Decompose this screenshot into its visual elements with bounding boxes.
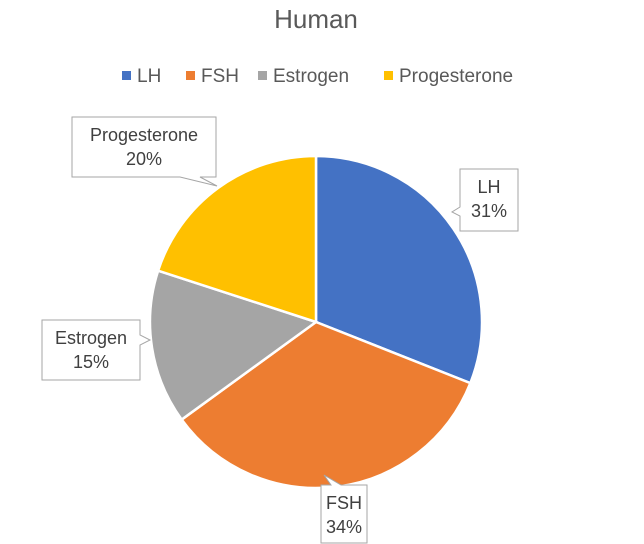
- data-label-category-progesterone: Progesterone: [90, 125, 198, 145]
- data-label-box-estrogen: [41, 319, 152, 381]
- chart-legend: LH FSH Estrogen Progesterone: [122, 66, 513, 87]
- data-label-fsh: FSH 34%: [320, 474, 368, 544]
- data-label-box-lh: [450, 168, 519, 232]
- legend-swatch-estrogen: [258, 71, 267, 80]
- data-label-progesterone: Progesterone 20%: [71, 116, 218, 187]
- data-label-value-lh: 31%: [471, 201, 507, 221]
- data-label-box-fsh: [320, 474, 368, 544]
- pie-slice-progesterone: [156, 154, 318, 324]
- data-label-value-progesterone: 20%: [126, 149, 162, 169]
- pie-slice-lh: [314, 154, 484, 385]
- data-label-estrogen: Estrogen 15%: [41, 319, 152, 381]
- chart-title: Human: [274, 4, 358, 34]
- legend-swatch-progesterone: [384, 71, 393, 80]
- legend-label-progesterone: Progesterone: [399, 66, 513, 87]
- data-label-value-fsh: 34%: [326, 517, 362, 537]
- data-label-value-estrogen: 15%: [73, 352, 109, 372]
- data-label-category-lh: LH: [477, 177, 500, 197]
- legend-label-fsh: FSH: [201, 66, 239, 87]
- legend-label-estrogen: Estrogen: [273, 66, 349, 87]
- data-label-lh: LH 31%: [450, 168, 519, 232]
- data-label-category-fsh: FSH: [326, 493, 362, 513]
- pie-slices: [148, 154, 484, 490]
- legend-swatch-fsh: [186, 71, 195, 80]
- data-label-box-progesterone: [71, 116, 218, 187]
- legend-swatch-lh: [122, 71, 131, 80]
- pie-slice-estrogen: [148, 269, 319, 422]
- data-label-callouts: LH 31% FSH 34% Estrogen 15% Progesterone 20%: [41, 116, 519, 544]
- data-label-category-estrogen: Estrogen: [55, 328, 127, 348]
- legend-label-lh: LH: [137, 66, 161, 87]
